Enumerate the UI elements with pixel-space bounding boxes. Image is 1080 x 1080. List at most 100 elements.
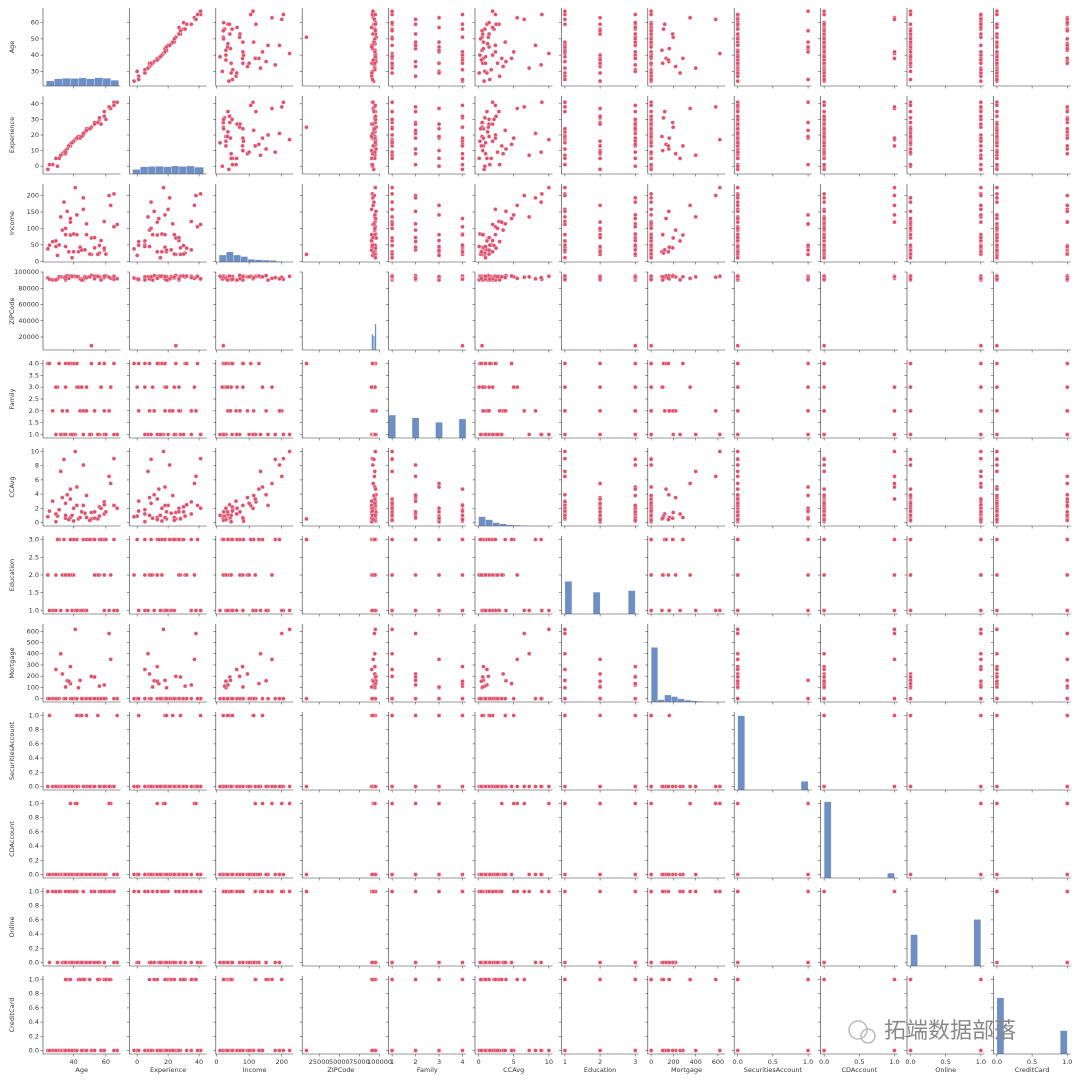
point <box>131 572 137 578</box>
point <box>687 977 693 982</box>
point <box>527 608 532 613</box>
point <box>304 696 309 701</box>
point <box>436 696 442 701</box>
point <box>370 462 375 468</box>
point <box>436 572 442 578</box>
point <box>98 537 104 542</box>
point <box>150 684 155 690</box>
point <box>136 960 141 965</box>
point <box>713 474 718 479</box>
point <box>240 664 245 669</box>
point <box>562 1048 568 1053</box>
point <box>389 449 395 454</box>
point <box>256 1048 262 1053</box>
point <box>229 537 235 542</box>
point <box>237 572 243 578</box>
point <box>562 713 568 718</box>
point <box>389 506 395 511</box>
point <box>162 801 168 806</box>
point <box>666 872 671 877</box>
point <box>74 872 80 877</box>
point <box>821 462 827 468</box>
point <box>821 1048 827 1053</box>
point <box>111 456 117 461</box>
point <box>111 784 117 789</box>
point <box>821 493 827 498</box>
point <box>597 517 603 522</box>
row-label: Family <box>8 388 16 409</box>
point <box>371 481 376 486</box>
point <box>735 462 740 468</box>
point <box>994 674 1000 680</box>
point <box>805 960 811 965</box>
point <box>495 1048 500 1053</box>
point <box>413 509 418 514</box>
point <box>597 713 603 718</box>
point <box>413 682 418 688</box>
point <box>260 1048 265 1053</box>
point <box>53 511 59 517</box>
point <box>460 696 465 701</box>
point <box>192 481 197 486</box>
point <box>81 462 86 468</box>
point <box>735 492 740 497</box>
point <box>562 784 568 789</box>
point <box>735 977 740 982</box>
point <box>371 517 376 522</box>
point <box>74 784 80 789</box>
point <box>145 651 151 656</box>
point <box>63 784 68 789</box>
y-tick-label: 0.4 <box>29 754 39 762</box>
point <box>223 517 229 522</box>
y-tick-label: 0.2 <box>29 944 39 952</box>
point <box>500 671 506 677</box>
y-tick-label: 0.2 <box>29 768 39 776</box>
point <box>269 572 275 578</box>
point <box>263 977 269 982</box>
point <box>79 509 84 514</box>
point <box>156 537 161 542</box>
point <box>156 486 161 492</box>
point <box>892 484 897 490</box>
point <box>389 608 395 613</box>
point <box>436 509 442 514</box>
point <box>389 674 395 679</box>
point <box>511 889 516 894</box>
y-tick-label: 8 <box>35 462 39 470</box>
point <box>666 492 671 497</box>
point <box>263 492 269 497</box>
x-tick-label: 0 <box>135 1058 139 1066</box>
point <box>158 1048 163 1053</box>
point <box>189 1048 194 1053</box>
point <box>102 696 107 701</box>
point <box>994 462 1000 468</box>
hist-bar <box>628 590 636 615</box>
point <box>633 518 638 523</box>
point <box>158 513 163 518</box>
hist-bar <box>592 591 601 615</box>
point <box>735 627 740 632</box>
point <box>225 509 230 514</box>
y-tick-label: 10 <box>31 448 39 456</box>
point <box>277 1048 282 1053</box>
point <box>111 503 117 508</box>
row-label: Online <box>8 917 16 938</box>
point <box>978 1048 984 1053</box>
point <box>633 1048 638 1053</box>
point <box>178 674 183 680</box>
point <box>660 872 665 877</box>
point <box>74 608 80 613</box>
point <box>136 889 141 894</box>
y-tick-label: 0.8 <box>29 814 39 822</box>
point <box>176 509 182 514</box>
point <box>84 1048 89 1053</box>
row-label: Income <box>8 211 16 235</box>
point <box>546 1048 552 1053</box>
point <box>279 631 284 636</box>
point <box>158 784 163 789</box>
point <box>735 889 740 894</box>
point <box>79 713 84 718</box>
point <box>892 977 897 982</box>
point <box>164 713 169 718</box>
point <box>717 784 723 789</box>
